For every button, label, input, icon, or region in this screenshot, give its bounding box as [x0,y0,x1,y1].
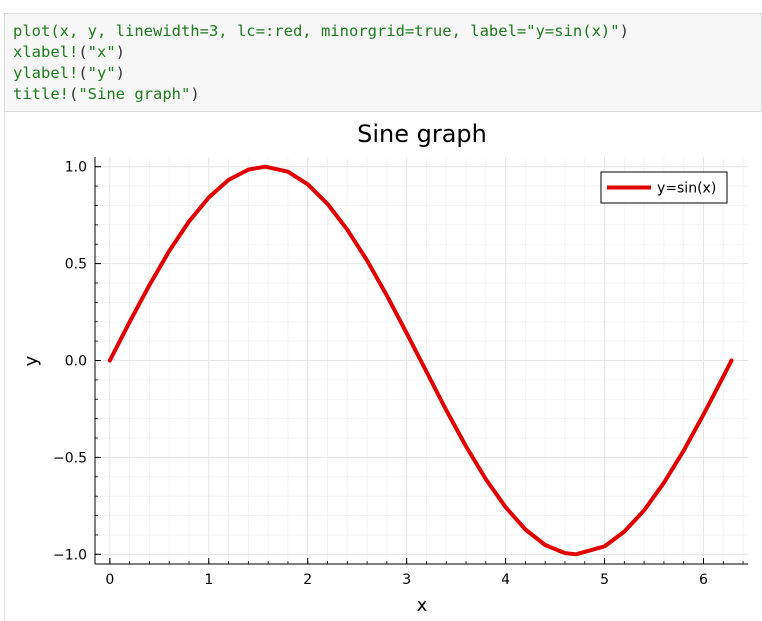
series-line [107,164,734,557]
x-tick-label: 2 [303,572,312,588]
legend: y=sin(x) [600,171,728,204]
output-cell: 0 1 2 3 4 5 6 −1.0 −0.5 0.0 0.5 1.0 Sine graph x y … [4,112,762,621]
code-token: ( [78,43,88,61]
code-line: xlabel!("x") [13,42,629,63]
code-token: plot [13,22,51,40]
code-token: ) [619,22,629,40]
code-token: ) [115,64,126,82]
y-tick-label: 0.5 [65,257,87,273]
code-line: plot(x, y, linewidth=3, lc=:red, minorgr… [13,21,629,42]
code-token: (x, y, linewidth=3, lc=:red, minorgrid=t… [50,22,527,40]
sine-chart: 0 1 2 3 4 5 6−1.0−0.50.00.51.0 Sine graph x y … [21,120,748,616]
code-token: ylabel! [13,64,79,82]
y-axis-label: y [21,355,42,366]
y-tick-label: 0.0 [65,354,87,370]
code-editor[interactable]: plot(x, y, linewidth=3, lc=:red, minorgr… [13,21,629,105]
x-axis-label: x [417,595,428,616]
code-line: title!("Sine graph") [13,84,629,105]
ticks: 0 1 2 3 4 5 6 −1.0 −0.5 0.0 0.5 1.0 [53,160,744,588]
code-token: "y=sin(x)" [526,22,620,40]
code-token: ) [190,85,200,103]
y-tick-label: 1.0 [65,160,87,176]
code-token: title! [13,85,69,103]
code-token: "x" [87,43,116,61]
x-tick-label: 1 [204,572,213,588]
code-token: xlabel! [13,43,79,61]
x-tick-label: 6 [699,572,708,588]
x-tick-label: 5 [600,572,609,588]
y-tick-label: −1.0 [53,547,87,563]
major-grid [95,157,748,564]
code-token: "y" [87,64,116,82]
code-token: "Sine graph" [78,85,191,103]
code-token: ) [115,43,126,61]
code-token: ( [78,64,88,82]
legend-entry: y=sin(x) [657,181,716,197]
x-tick-label: 4 [501,572,510,588]
x-tick-label: 3 [402,572,411,588]
code-cell[interactable]: plot(x, y, linewidth=3, lc=:red, minorgr… [4,13,762,112]
x-tick-label: 0 [105,572,114,588]
code-token: ( [69,85,79,103]
y-tick-label: −0.5 [53,450,87,466]
series-layer [107,164,734,557]
code-line: ylabel!("y") [13,63,629,84]
chart-title: Sine graph [357,120,487,148]
